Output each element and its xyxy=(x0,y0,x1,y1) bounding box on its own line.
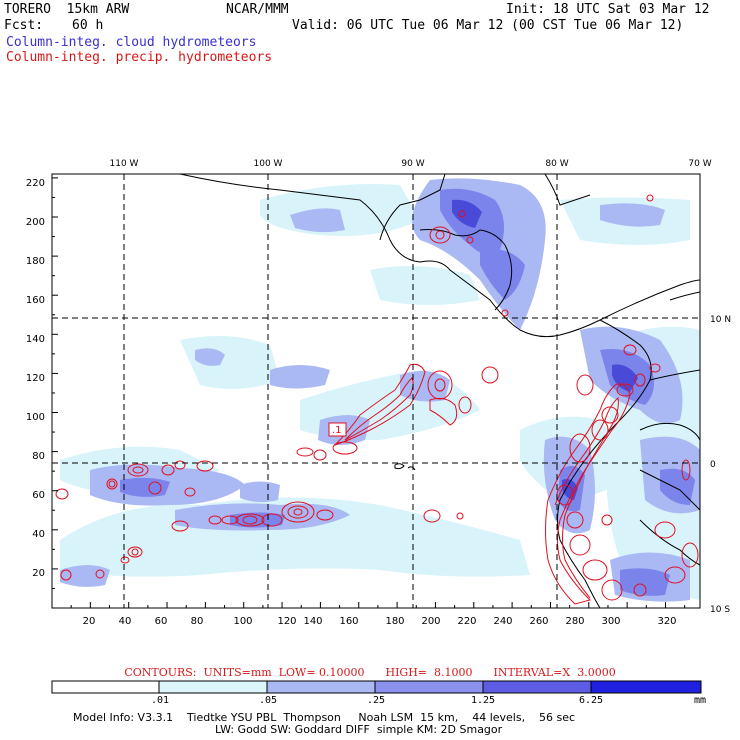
cloud-shading xyxy=(60,178,700,602)
latitude-labels: 10 N 0 10 S xyxy=(710,315,731,615)
colorbar-segment xyxy=(482,680,592,694)
y-tick-label: 100 xyxy=(26,412,45,423)
x-tick-label: 140 xyxy=(303,616,322,627)
contour-label: .1 xyxy=(328,422,347,437)
x-tick-labels: 20 40 60 80 100 120 140 160 180 200 220 … xyxy=(83,616,677,627)
colorbar-segment xyxy=(158,680,268,694)
colorbar-label: .01 xyxy=(151,695,170,706)
y-tick-label: 80 xyxy=(32,451,45,462)
x-tick-label: 20 xyxy=(83,616,96,627)
map-frame xyxy=(51,173,701,609)
x-tick-label: 280 xyxy=(565,616,584,627)
y-ticks xyxy=(52,177,58,609)
x-tick-label: 300 xyxy=(601,616,620,627)
x-tick-label: 40 xyxy=(119,616,132,627)
y-tick-label: 20 xyxy=(32,568,45,579)
y-tick-label: 180 xyxy=(26,256,45,267)
x-tick-label: 60 xyxy=(155,616,168,627)
colorbar-label: 6.25 xyxy=(579,695,604,706)
x-tick-label: 200 xyxy=(421,616,440,627)
longitude-labels: 110 W 100 W 90 W 80 W 70 W xyxy=(110,159,712,169)
lat-lon-grid xyxy=(52,174,700,608)
model-info-line1: Model Info: V3.3.1 Tiedtke YSU PBL Thomp… xyxy=(73,711,576,724)
colorbar-segment xyxy=(590,680,702,694)
x-tick-label: 100 xyxy=(233,616,252,627)
y-tick-labels: 220 200 180 160 140 120 100 80 60 40 20 xyxy=(26,178,45,579)
lon-label: 100 W xyxy=(254,159,283,169)
x-tick-label: 240 xyxy=(493,616,512,627)
center-name: NCAR/MMM xyxy=(226,2,289,17)
x-tick-label: 120 xyxy=(277,616,296,627)
model-name: TORERO 15km ARW xyxy=(4,2,130,17)
x-tick-label: 220 xyxy=(457,616,476,627)
field-precip-label: Column-integ. precip. hydrometeors xyxy=(6,50,273,65)
y-tick-label: 220 xyxy=(26,178,45,189)
valid-time: Valid: 06 UTC Tue 06 Mar 12 (00 CST Tue … xyxy=(292,18,684,33)
svg-text:.1: .1 xyxy=(332,425,342,436)
lon-label: 70 W xyxy=(688,159,711,169)
lon-label: 90 W xyxy=(401,159,424,169)
x-tick-label: 180 xyxy=(385,616,404,627)
colorbar-unit: mm xyxy=(694,695,707,706)
x-ticks xyxy=(51,602,686,608)
lon-label: 110 W xyxy=(110,159,139,169)
init-time: Init: 18 UTC Sat 03 Mar 12 xyxy=(506,2,710,17)
y-tick-label: 200 xyxy=(26,217,45,228)
colorbar-segment xyxy=(374,680,484,694)
lat-label: 10 N xyxy=(710,315,731,325)
model-info-line2: LW: Godd SW: Goddard DIFF simple KM: 2D … xyxy=(215,723,503,736)
y-tick-label: 40 xyxy=(32,529,45,540)
lon-label: 80 W xyxy=(545,159,568,169)
y-tick-label: 120 xyxy=(26,373,45,384)
colorbar-label: 1.25 xyxy=(471,695,496,706)
x-tick-label: 260 xyxy=(529,616,548,627)
forecast-label: Fcst: xyxy=(4,18,44,33)
forecast-hours: 60 h xyxy=(72,18,104,33)
colorbar-label: .25 xyxy=(367,695,386,706)
colorbar xyxy=(51,680,702,694)
colorbar-label: .05 xyxy=(259,695,278,706)
x-tick-label: 80 xyxy=(191,616,204,627)
contours-info: CONTOURS: UNITS=mm LOW= 0.10000 HIGH= 8.… xyxy=(124,666,616,679)
y-tick-label: 60 xyxy=(32,490,45,501)
x-tick-label: 320 xyxy=(657,616,676,627)
lat-label: 0 xyxy=(710,460,716,470)
y-tick-label: 140 xyxy=(26,334,45,345)
precip-contours xyxy=(55,194,699,605)
x-tick-label: 160 xyxy=(339,616,358,627)
colorbar-segment xyxy=(266,680,376,694)
field-cloud-label: Column-integ. cloud hydrometeors xyxy=(6,35,257,50)
y-tick-label: 160 xyxy=(26,295,45,306)
colorbar-segment xyxy=(51,680,160,694)
lat-label: 10 S xyxy=(710,605,730,615)
